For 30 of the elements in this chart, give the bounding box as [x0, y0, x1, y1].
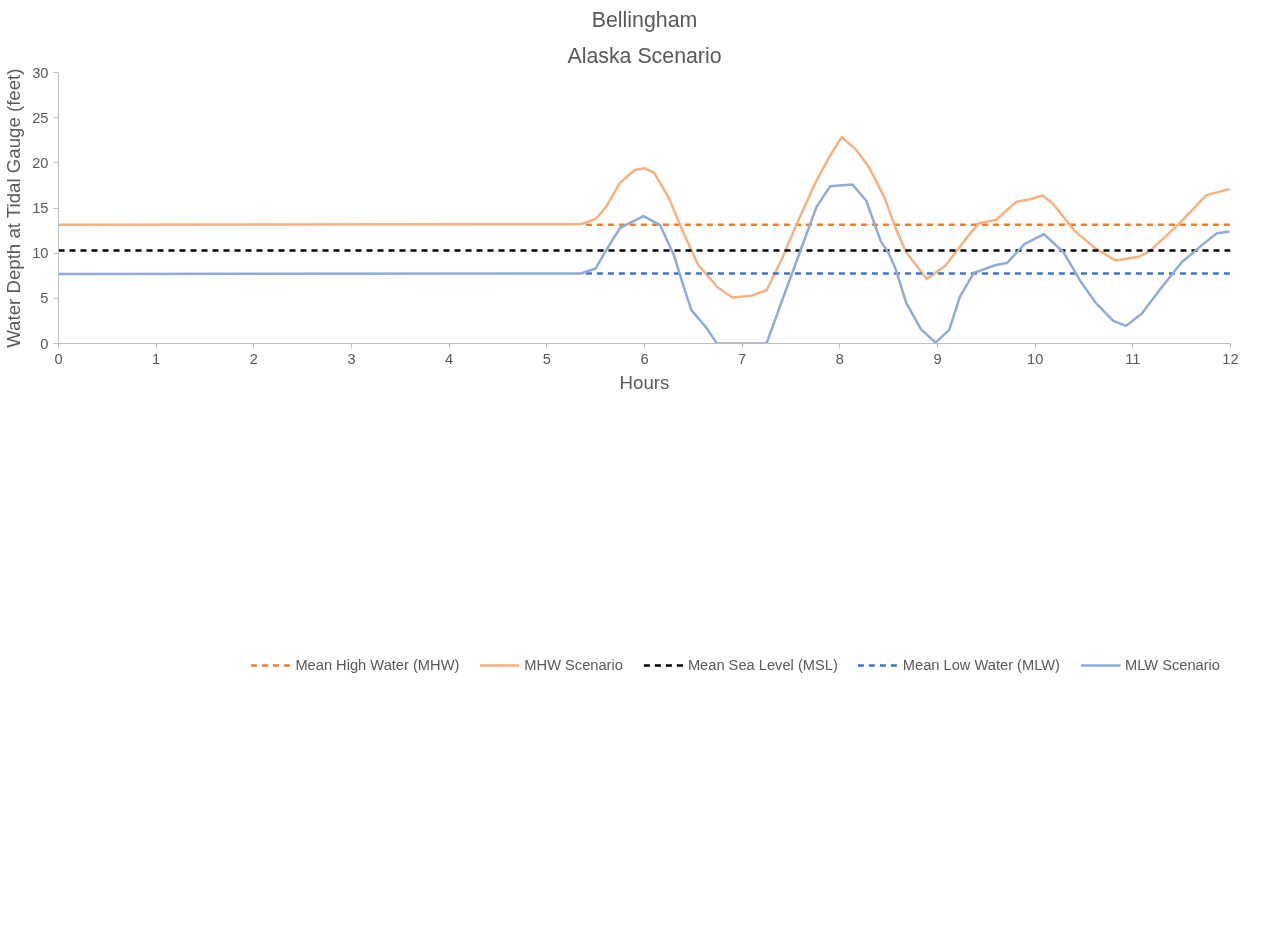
chart-title: Bellingham: [591, 7, 698, 32]
y-tick-label: 20: [32, 154, 49, 171]
legend-label: MHW Scenario: [524, 657, 623, 673]
x-tick-label: 1: [152, 350, 161, 367]
y-axis-title: Water Depth at Tidal Gauge (feet): [3, 68, 25, 348]
x-tick-label: 11: [1125, 350, 1141, 367]
x-tick-label: 2: [249, 350, 258, 367]
x-tick-label: 6: [640, 350, 649, 367]
y-tick-label: 30: [32, 64, 49, 81]
x-tick-label: 10: [1027, 350, 1044, 367]
legend-label: Mean Low Water (MLW): [902, 657, 1060, 673]
x-axis-title: Hours: [619, 371, 670, 393]
y-tick-label: 15: [32, 200, 49, 216]
y-tick-label: 5: [40, 290, 49, 307]
x-tick-label: 12: [1222, 350, 1239, 367]
legend-label: Mean High Water (MHW): [295, 657, 460, 673]
y-tick-label: 25: [32, 109, 49, 126]
x-tick-label: 5: [542, 350, 551, 367]
y-tick-label: 10: [32, 245, 49, 262]
chart-subtitle: Alaska Scenario: [567, 43, 722, 68]
x-tick-label: 4: [445, 350, 454, 367]
legend-label: MLW Scenario: [1124, 657, 1220, 673]
y-tick-label: 0: [40, 335, 49, 352]
x-tick-label: 0: [54, 350, 63, 367]
x-tick-label: 9: [933, 350, 942, 367]
legend-label: Mean Sea Level (MSL): [687, 657, 838, 673]
x-tick-label: 8: [835, 350, 844, 367]
x-tick-label: 7: [738, 350, 747, 367]
line-series: [58, 135, 1231, 299]
x-tick-label: 3: [347, 350, 356, 367]
